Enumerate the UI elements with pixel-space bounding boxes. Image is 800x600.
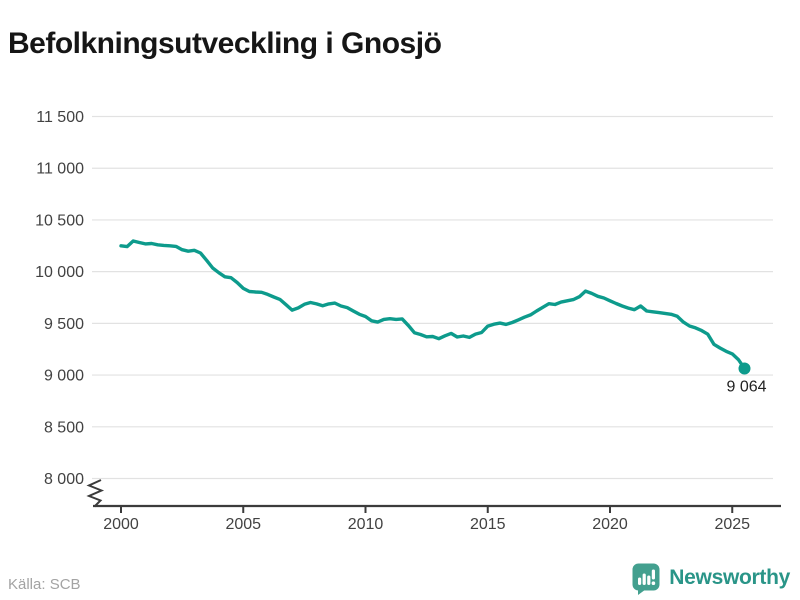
- newsworthy-logo[interactable]: Newsworthy: [631, 561, 790, 595]
- end-point-dot: [738, 362, 751, 375]
- y-axis-tick-label: 9 500: [44, 316, 84, 333]
- y-axis-tick-label: 11 000: [36, 161, 84, 178]
- page-title: Befolkningsutveckling i Gnosjö: [8, 27, 442, 61]
- y-axis-tick-label: 10 500: [35, 212, 84, 229]
- y-axis-tick-label: 10 000: [35, 264, 84, 281]
- x-axis-tick-label: 2000: [103, 516, 139, 533]
- newsworthy-wordmark: Newsworthy: [669, 566, 790, 589]
- end-value-label: 9 064: [726, 379, 766, 396]
- population-line: [119, 239, 747, 371]
- source-caption: Källa: SCB: [8, 576, 81, 593]
- x-axis-tick-label: 2015: [470, 516, 506, 533]
- x-axis-tick-label: 2025: [714, 516, 750, 533]
- x-axis-tick-label: 2005: [225, 516, 261, 533]
- x-axis-tick-label: 2010: [348, 516, 384, 533]
- y-axis-tick-label: 11 500: [36, 109, 84, 126]
- y-axis-tick-label: 8 500: [44, 419, 84, 436]
- y-axis-break-icon: [86, 479, 105, 508]
- y-axis-tick-label: 9 000: [44, 368, 84, 385]
- y-axis-tick-label: 8 000: [44, 471, 84, 488]
- x-axis-tick-label: 2020: [592, 516, 628, 533]
- newsworthy-badge-icon: [632, 563, 660, 595]
